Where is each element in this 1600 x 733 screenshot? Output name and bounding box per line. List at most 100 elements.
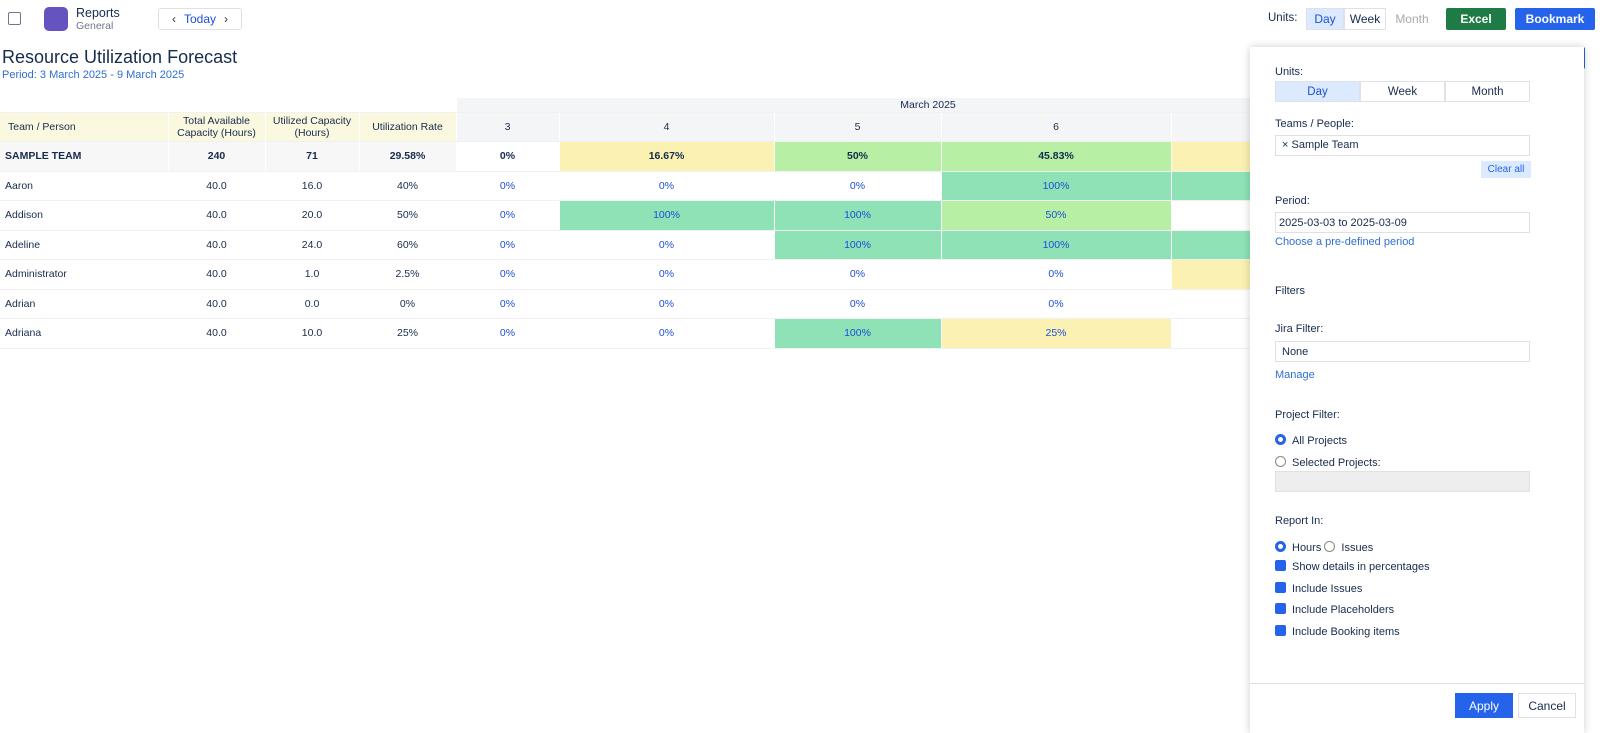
table-cell: 16.0 (265, 171, 360, 201)
checkbox[interactable]: Include Issues (1275, 581, 1363, 595)
unit-month[interactable]: Month (1386, 8, 1438, 30)
radio[interactable]: Selected Projects: (1275, 456, 1381, 469)
checkbox-label[interactable]: Include Issues (1292, 582, 1363, 595)
table-cell: 0% (456, 230, 560, 260)
checkbox-label[interactable]: Show details in percentages (1292, 561, 1430, 573)
unit-month[interactable]: Month (1445, 81, 1530, 102)
table-cell: 40.0 (168, 289, 266, 319)
table-cell: 0% (774, 171, 942, 201)
table-cell: 0% (456, 318, 560, 349)
table-cell: 40.0 (168, 200, 266, 231)
clear-all[interactable]: Clear all (1481, 161, 1531, 178)
column-header: 5 (774, 112, 942, 142)
excel-button[interactable]: Excel (1446, 8, 1506, 30)
unit-day[interactable]: Day (1306, 8, 1344, 30)
month-header: March 2025 (456, 98, 1401, 113)
table-cell: 0% (359, 289, 457, 319)
header-row: Team / Person Total Available Capacity (H… (0, 112, 1401, 142)
today[interactable]: Today (183, 12, 217, 26)
radio-label[interactable]: All Projects (1292, 435, 1348, 447)
checkbox[interactable]: Include Placeholders (1275, 603, 1394, 616)
table-cell: Administrator (0, 259, 169, 290)
settings-panel: Units: Day Week Month Teams / People: × … (1250, 47, 1584, 733)
table-row: Adeline 40.0 24.0 60% 0% 0% 100% 100% (0, 230, 1401, 260)
table-cell: 16.67% (559, 141, 775, 172)
label: Period: (1275, 195, 1310, 207)
cancel-button[interactable]: Cancel (1518, 693, 1576, 718)
report-title: Resource Utilization Forecast (2, 47, 238, 67)
table-row: SAMPLE TEAM 240 71 29.58% 0% 16.67% 50% 45.83% (0, 141, 1401, 172)
unit-week[interactable]: Week (1360, 81, 1445, 102)
label: Project Filter: (1275, 409, 1340, 421)
projects-input[interactable] (1275, 471, 1530, 492)
table-cell: 40.0 (168, 259, 266, 290)
table-cell: 0% (559, 289, 775, 319)
column-header: 4 (559, 112, 775, 142)
today-nav[interactable]: ‹ Today › (158, 8, 242, 30)
table-cell: 0% (941, 259, 1172, 290)
table-cell: 0% (774, 289, 942, 319)
column-header: Utilization Rate (359, 112, 457, 142)
period-input[interactable]: 2025-03-03 to 2025-03-09 (1275, 212, 1530, 233)
table-cell: 60% (359, 230, 457, 260)
header-row: March 2025 (0, 98, 1401, 113)
table-cell: 50% (941, 200, 1172, 231)
table-cell: 40% (359, 171, 457, 201)
checkbox[interactable]: Show details in percentages (1275, 560, 1430, 573)
table-row: Addison 40.0 20.0 50% 0% 100% 100% 50% (0, 200, 1401, 231)
table-cell: 25% (359, 318, 457, 349)
checkbox-box (1275, 603, 1286, 614)
table-cell: 0% (559, 171, 775, 201)
checkbox-box (1275, 581, 1286, 593)
unit-week[interactable]: Week (1344, 8, 1386, 30)
radio[interactable]: All Projects (1275, 434, 1347, 447)
table-cell: 25% (941, 318, 1172, 349)
radio-label[interactable]: Issues (1341, 542, 1374, 554)
table-cell: 0% (456, 289, 560, 319)
header-cell (0, 98, 457, 113)
table-cell: 100% (941, 230, 1172, 260)
units-label: Units: (1268, 12, 1298, 24)
bookmark-button[interactable]: Bookmark (1515, 8, 1595, 30)
app-name[interactable]: Reports (76, 6, 120, 20)
table-cell: 100% (941, 171, 1172, 201)
table-cell: SAMPLE TEAM (0, 141, 169, 172)
column-header: Total Available Capacity (Hours) (168, 112, 266, 142)
teams-select[interactable]: × Sample Team (1275, 135, 1530, 156)
jira-select[interactable]: None (1275, 341, 1530, 362)
checkbox-label[interactable]: Include Placeholders (1292, 604, 1395, 616)
table-row: Aaron 40.0 16.0 40% 0% 0% 0% 100% (0, 171, 1401, 201)
report-table: March 2025 Team / Person Total Available C… (0, 98, 1401, 349)
table-cell: 0% (559, 230, 775, 260)
table-cell: 0% (456, 200, 560, 231)
label: Report In: (1275, 515, 1324, 527)
table-cell: 0% (456, 141, 560, 172)
table-row: Adriana 40.0 10.0 25% 0% 0% 100% 25% (0, 318, 1401, 349)
table-cell: 71 (265, 141, 360, 172)
table-cell: 0% (941, 289, 1172, 319)
column-header: Utilized Capacity (Hours) (265, 112, 360, 142)
table-cell: 100% (774, 318, 942, 349)
table-cell: 240 (168, 141, 266, 172)
table-cell: 0.0 (265, 289, 360, 319)
radio-label[interactable]: Hours (1292, 542, 1322, 554)
label: Teams / People: (1275, 118, 1354, 130)
predefined-link[interactable]: Choose a pre-defined period (1275, 236, 1415, 248)
team-tag[interactable]: Sample Team (1291, 139, 1359, 151)
sidebar-toggle[interactable] (8, 12, 21, 25)
unit-day[interactable]: Day (1275, 81, 1360, 102)
radio-label[interactable]: Selected Projects: (1292, 457, 1381, 469)
table-cell: Adrian (0, 289, 169, 319)
checkbox[interactable]: Include Booking items (1275, 624, 1400, 638)
table-row: Administrator 40.0 1.0 2.5% 0% 0% 0% 0% (0, 259, 1401, 290)
table-cell: 0% (774, 259, 942, 290)
checkbox-label[interactable]: Include Booking items (1292, 625, 1400, 638)
app-icon (44, 7, 68, 31)
manage-link[interactable]: Manage (1275, 369, 1315, 381)
table-cell: 0% (456, 171, 560, 201)
table-cell: 50% (774, 141, 942, 172)
section-title: Filters (1275, 285, 1305, 297)
apply-button[interactable]: Apply (1455, 693, 1513, 718)
table-row: Adrian 40.0 0.0 0% 0% 0% 0% 0% (0, 289, 1401, 319)
table-cell: 0% (559, 259, 775, 290)
